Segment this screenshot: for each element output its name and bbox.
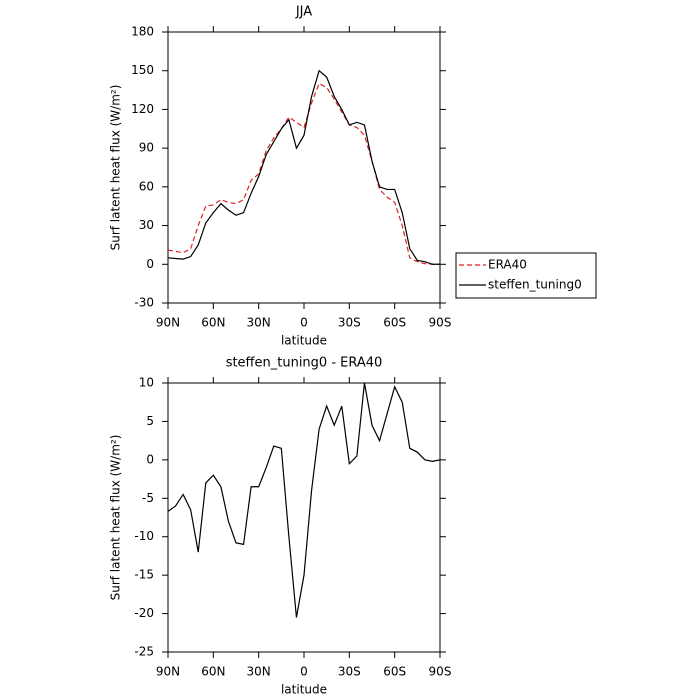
plot-frame xyxy=(167,382,441,653)
x-tick-label: 60S xyxy=(383,316,406,330)
y-tick-label: 150 xyxy=(131,63,154,77)
y-tick-label: 120 xyxy=(131,102,154,116)
x-tick-label: 30N xyxy=(247,316,271,330)
y-tick-label: -15 xyxy=(134,568,154,582)
x-tick-label: 90N xyxy=(156,665,180,679)
x-tick-label: 30N xyxy=(247,665,271,679)
y-tick-label: 180 xyxy=(131,25,154,39)
series-line xyxy=(167,82,440,265)
x-axis-label: latitude xyxy=(281,334,327,348)
y-tick-label: 60 xyxy=(139,179,154,193)
legend-label: steffen_tuning0 xyxy=(488,278,582,292)
x-tick-label: 0 xyxy=(300,665,308,679)
plot-frame xyxy=(167,31,441,304)
y-axis-label: Surf latent heat flux (W/m²) xyxy=(109,85,123,251)
y-tick-label: -20 xyxy=(134,606,154,620)
y-tick-label: 30 xyxy=(139,218,154,232)
y-tick-label: -30 xyxy=(134,296,154,310)
legend-box xyxy=(455,252,597,299)
chart-title: JJA xyxy=(295,5,312,20)
y-tick-label: 90 xyxy=(139,141,154,155)
y-tick-label: 0 xyxy=(146,257,154,271)
y-tick-label: -10 xyxy=(134,529,154,543)
x-tick-label: 90S xyxy=(429,665,452,679)
y-tick-label: -25 xyxy=(134,645,154,659)
y-tick-label: 10 xyxy=(139,376,154,390)
y-tick-label: 0 xyxy=(146,452,154,466)
y-tick-label: 5 xyxy=(146,414,154,428)
x-tick-label: 30S xyxy=(338,316,361,330)
x-tick-label: 0 xyxy=(300,316,308,330)
y-tick-label: -5 xyxy=(142,491,154,505)
x-axis-label: latitude xyxy=(281,683,327,697)
x-tick-label: 90N xyxy=(156,316,180,330)
x-tick-label: 60N xyxy=(201,316,225,330)
x-tick-label: 60N xyxy=(201,665,225,679)
y-axis-label: Surf latent heat flux (W/m²) xyxy=(109,435,123,601)
x-tick-label: 30S xyxy=(338,665,361,679)
x-tick-label: 90S xyxy=(429,316,452,330)
series-line xyxy=(167,382,441,618)
x-tick-label: 60S xyxy=(383,665,406,679)
chart-title: steffen_tuning0 - ERA40 xyxy=(226,356,383,371)
legend-label: ERA40 xyxy=(488,258,527,272)
series-line xyxy=(167,69,440,265)
